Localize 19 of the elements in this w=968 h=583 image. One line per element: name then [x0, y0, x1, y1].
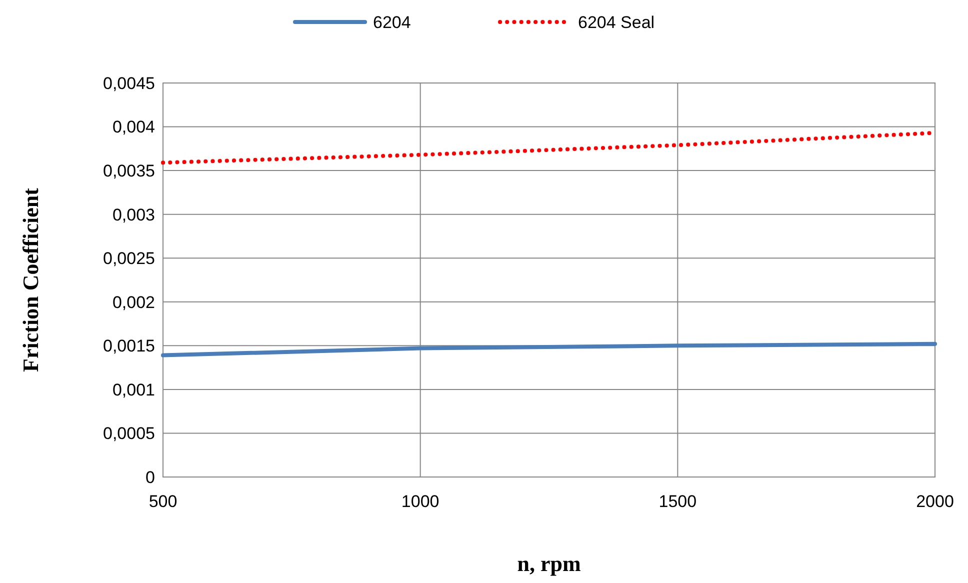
- y-tick-label: 0,0015: [103, 336, 155, 356]
- y-tick-label: 0,0045: [103, 74, 155, 93]
- y-tick-label: 0,0005: [103, 424, 155, 444]
- y-tick-label: 0,003: [112, 205, 155, 224]
- x-tick-label: 2000: [916, 492, 954, 511]
- x-axis-title: n, rpm: [517, 551, 581, 576]
- y-tick-label: 0: [146, 468, 155, 487]
- line-series: [161, 342, 937, 358]
- y-tick-label: 0,0035: [103, 162, 155, 181]
- y-tick-label: 0,004: [112, 118, 155, 137]
- y-axis-title: Friction Coefficient: [18, 187, 43, 372]
- y-tick-label: 0,0025: [103, 249, 155, 268]
- x-tick-label: 1000: [401, 492, 440, 511]
- x-tick-label: 500: [148, 492, 178, 511]
- legend-label: 6204 Seal: [578, 12, 655, 32]
- y-tick-label: 0,002: [112, 292, 155, 312]
- y-tick-label: 0,001: [112, 380, 155, 400]
- legend-label: 6204: [373, 12, 411, 32]
- x-tick-label: 1500: [658, 492, 697, 511]
